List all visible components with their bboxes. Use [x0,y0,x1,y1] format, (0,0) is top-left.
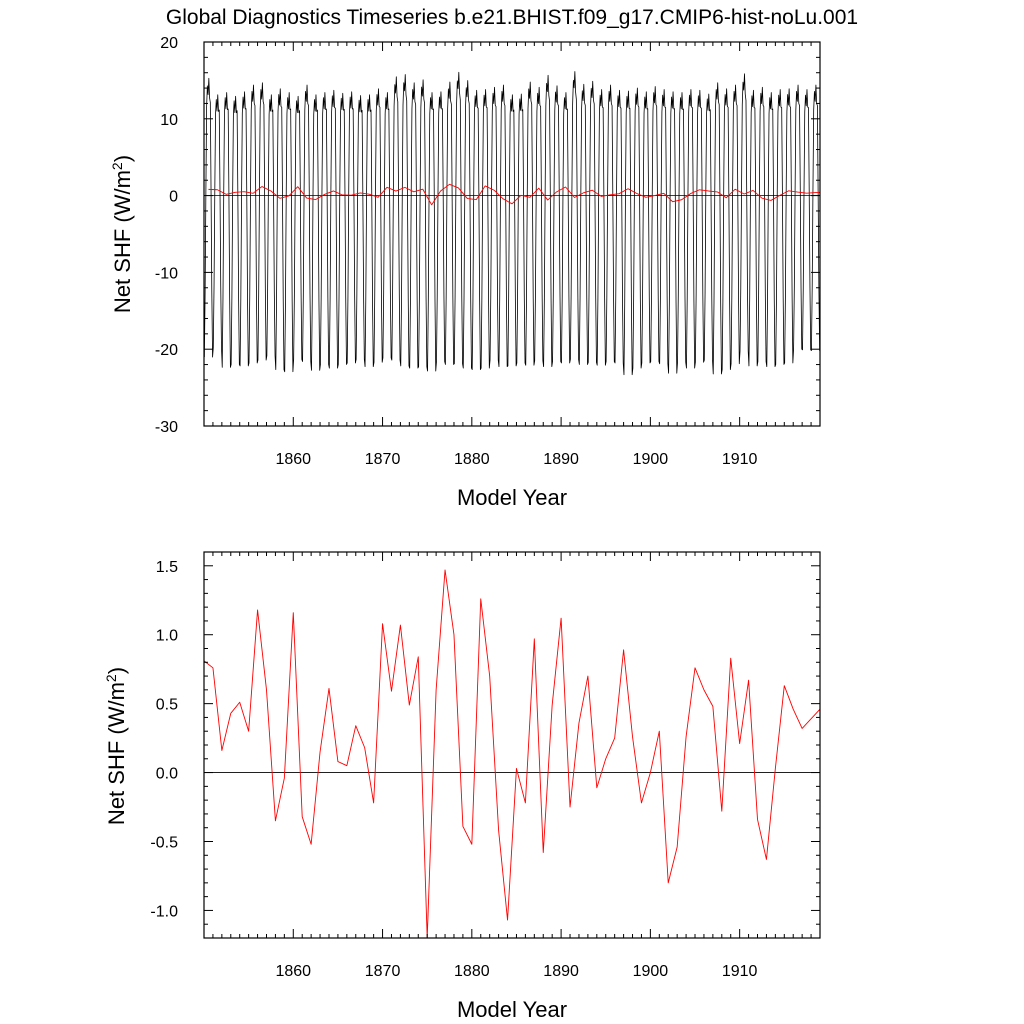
plot-frame [203,551,821,939]
y-axis-title-main: Net SHF (W/m [104,682,129,825]
y-tick-label: -0.5 [150,835,178,852]
x-tick-label: 1900 [633,963,669,980]
x-tick-label: 1900 [633,451,669,468]
y-axis-title-tail: ) [110,155,135,162]
chart-title: Global Diagnostics Timeseries b.e21.BHIS… [166,6,858,29]
y-axis-title: Net SHF (W/m2) [103,667,129,825]
y-axis-title-tail: ) [104,667,129,674]
series-line-monthly [204,71,820,376]
y-axis-title-main: Net SHF (W/m [110,170,135,313]
y-tick-label: 10 [160,112,178,129]
x-tick-label: 1870 [365,451,401,468]
x-tick-label: 1860 [275,451,311,468]
y-tick-label: 0 [169,189,178,206]
y-axis-title-superscript: 2 [109,162,125,170]
y-tick-label: -30 [155,419,178,436]
x-tick-label: 1910 [722,963,758,980]
x-tick-label: 1890 [543,451,579,468]
y-tick-label: 20 [160,35,178,52]
x-tick-label: 1880 [454,963,490,980]
x-tick-label: 1870 [365,963,401,980]
x-axis-title: Model Year [457,485,567,510]
series-line-annual [208,183,820,206]
x-tick-label: 1910 [722,451,758,468]
y-tick-label: 0.0 [156,766,178,783]
plot-area [204,569,820,938]
x-tick-label: 1860 [275,963,311,980]
y-tick-label: -1.0 [150,903,178,920]
x-tick-label: 1880 [454,451,490,468]
x-axis-title: Model Year [457,997,567,1022]
bottom-panel: 1860 1870 1880 1890 1900 1910 1.5 1.0 0.5 0.0 -0.5… [103,551,821,1022]
y-tick-label: 1.0 [156,628,178,645]
series-line-annual [204,569,820,938]
plot-frame [203,41,821,427]
plot-area [204,71,820,376]
y-axis-title-superscript: 2 [103,674,119,682]
top-panel: 1860 1870 1880 1890 1900 1910 20 10 0 -10 -20 -30 Mo… [109,35,821,510]
x-tick-label: 1890 [543,963,579,980]
y-tick-label: -10 [155,265,178,282]
y-tick-label: 1.5 [156,559,178,576]
y-tick-label: -20 [155,342,178,359]
y-axis-title: Net SHF (W/m2) [109,155,135,313]
y-tick-label: 0.5 [156,697,178,714]
